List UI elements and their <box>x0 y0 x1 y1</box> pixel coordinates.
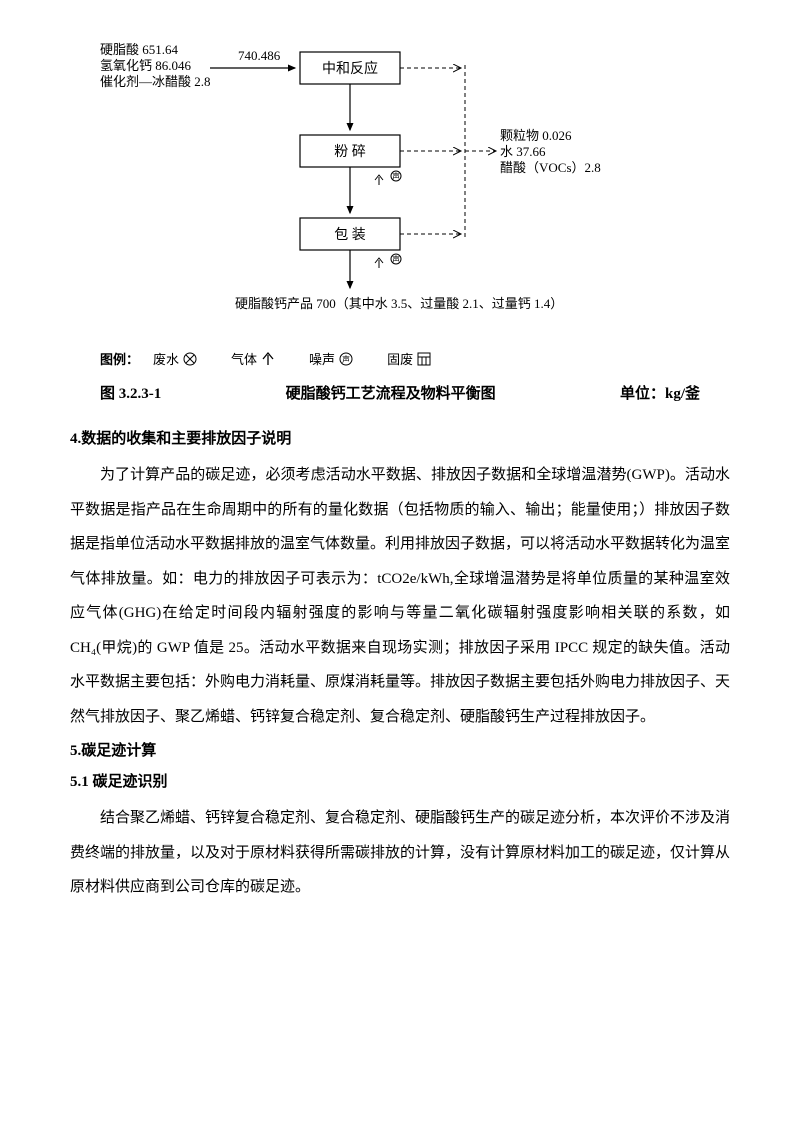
figure-unit: 单位：kg/釜 <box>620 383 700 406</box>
figure-caption: 图 3.2.3-1 硬脂酸钙工艺流程及物料平衡图 单位：kg/釜 <box>100 383 700 406</box>
legend-title: 图例： <box>100 350 139 370</box>
product-text: 硬脂酸钙产品 700（其中水 3.5、过量酸 2.1、过量钙 1.4） <box>235 296 563 311</box>
svg-text:声: 声 <box>392 254 400 264</box>
solid-icon <box>417 352 431 366</box>
noise-icon: 声 <box>339 352 353 366</box>
legend-item-noise: 噪声 声 <box>309 350 353 370</box>
svg-text:声: 声 <box>342 354 350 364</box>
legend-item-solid: 固废 <box>387 350 431 370</box>
legend-item-wastewater: 废水 <box>153 350 197 370</box>
legend-label-noise: 噪声 <box>309 350 335 370</box>
output-line3: 醋酸（VOCs）2.8 <box>500 160 601 175</box>
section-4-title: 4.数据的收集和主要排放因子说明 <box>70 428 730 451</box>
section-4-body: 为了计算产品的碳足迹，必须考虑活动水平数据、排放因子数据和全球增温潜势(GWP)… <box>70 458 730 734</box>
gas-icon <box>261 352 275 366</box>
svg-text:声: 声 <box>392 171 400 181</box>
wastewater-icon <box>183 352 197 366</box>
legend-label-solid: 固废 <box>387 350 413 370</box>
process-flowchart: 硬脂酸 651.64 氢氧化钙 86.046 催化剂—冰醋酸 2.8 740.4… <box>100 40 730 338</box>
legend-item-gas: 气体 <box>231 350 275 370</box>
output-line2: 水 37.66 <box>500 144 546 159</box>
node-3: 包 装 <box>334 227 366 243</box>
input-line1: 硬脂酸 651.64 <box>100 42 179 57</box>
section-5-title: 5.碳足迹计算 <box>70 740 730 763</box>
section-5-1-body: 结合聚乙烯蜡、钙锌复合稳定剂、复合稳定剂、硬脂酸钙生产的碳足迹分析，本次评价不涉… <box>70 801 730 905</box>
input-line3: 催化剂—冰醋酸 2.8 <box>100 74 211 89</box>
legend-label-wastewater: 废水 <box>153 350 179 370</box>
input-total: 740.486 <box>238 48 281 63</box>
input-line2: 氢氧化钙 86.046 <box>100 58 192 73</box>
section-5-1-title: 5.1 碳足迹识别 <box>70 771 730 794</box>
node-2: 粉 碎 <box>334 144 366 160</box>
legend-row: 图例： 废水 气体 噪声 声 固废 <box>100 350 730 370</box>
legend-label-gas: 气体 <box>231 350 257 370</box>
figure-title: 硬脂酸钙工艺流程及物料平衡图 <box>286 383 496 406</box>
figure-number: 图 3.2.3-1 <box>100 383 161 406</box>
node-1: 中和反应 <box>322 60 378 77</box>
output-line1: 颗粒物 0.026 <box>500 128 572 143</box>
